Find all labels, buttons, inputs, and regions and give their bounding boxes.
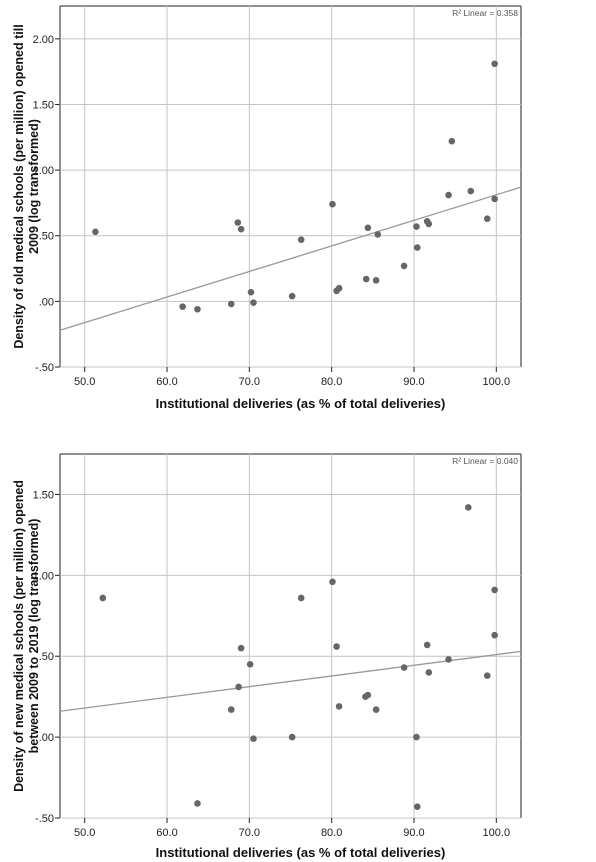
data-point xyxy=(99,594,107,602)
data-point xyxy=(247,288,255,296)
data-point xyxy=(227,300,235,308)
data-point xyxy=(227,706,235,713)
x-tick-label: 70.0 xyxy=(239,376,260,388)
y-tick-label: .00 xyxy=(39,296,54,308)
data-point xyxy=(250,735,257,743)
r-squared-label: R² Linear = 0.358 xyxy=(452,8,518,18)
data-point xyxy=(364,691,372,699)
y-tick-label: 1.00 xyxy=(33,570,54,582)
y-tick-labels: -.50 .00 .50 1.00 1.50 xyxy=(33,489,60,825)
x-tick-labels: 50.0 60.0 70.0 80.0 90.0 100.0 xyxy=(74,367,510,388)
fit-line xyxy=(59,186,522,331)
x-axis-label: Institutional deliveries (as % of total … xyxy=(156,396,446,411)
data-point xyxy=(400,664,408,671)
y-gridlines xyxy=(60,38,521,368)
data-point xyxy=(335,284,343,292)
data-point xyxy=(465,504,472,511)
x-tick-label: 90.0 xyxy=(403,376,424,388)
y-tick-label: 1.00 xyxy=(33,165,54,177)
data-point xyxy=(329,200,336,208)
data-point xyxy=(483,215,491,222)
data-point xyxy=(246,661,254,668)
data-point xyxy=(335,703,343,710)
data-point xyxy=(374,231,382,238)
y-tick-label: -.50 xyxy=(35,362,54,374)
y-tick-label: 1.50 xyxy=(33,99,54,111)
x-tick-label: 100.0 xyxy=(483,827,511,839)
data-point xyxy=(179,303,186,310)
data-point xyxy=(297,236,305,243)
data-point xyxy=(250,299,257,306)
y-axis-label-line-2: 2009 (log transformed) xyxy=(27,119,41,254)
x-gridlines xyxy=(84,6,497,367)
data-point xyxy=(491,586,498,594)
data-point xyxy=(491,631,498,639)
x-tick-label: 60.0 xyxy=(156,827,177,839)
x-tick-labels: 50.0 60.0 70.0 80.0 90.0 100.0 xyxy=(74,818,510,839)
x-gridlines xyxy=(84,454,497,818)
x-axis-label: Institutional deliveries (as % of total … xyxy=(156,845,446,860)
x-tick-label: 90.0 xyxy=(403,827,424,839)
y-tick-label: 2.00 xyxy=(33,34,54,46)
y-axis-label-line-1: Density of new medical schools (per mill… xyxy=(12,480,26,792)
x-tick-label: 80.0 xyxy=(321,376,342,388)
x-tick-label: 100.0 xyxy=(483,376,511,388)
data-point xyxy=(448,137,456,145)
y-gridlines xyxy=(60,493,521,819)
data-point xyxy=(413,223,420,230)
data-point xyxy=(423,641,431,649)
scatter-chart-new-schools: 50.0 60.0 70.0 80.0 90.0 100.0 -.50 .00 .50 1.00… xyxy=(12,453,522,860)
data-point xyxy=(413,244,421,251)
x-tick-label: 60.0 xyxy=(156,376,177,388)
data-point xyxy=(467,187,475,195)
data-point xyxy=(413,803,421,810)
x-tick-label: 70.0 xyxy=(239,827,260,839)
data-point xyxy=(288,292,296,300)
data-point xyxy=(297,594,305,602)
x-tick-label: 80.0 xyxy=(321,827,342,839)
r-squared-label: R² Linear = 0.040 xyxy=(452,456,518,466)
y-tick-label: -.50 xyxy=(35,813,54,825)
y-tick-label: .00 xyxy=(39,732,54,744)
data-point xyxy=(364,224,372,232)
data-point xyxy=(92,228,99,236)
y-tick-labels: -.50 .00 .50 1.00 1.50 2.00 xyxy=(33,34,60,374)
data-point xyxy=(425,669,433,676)
data-point xyxy=(413,733,420,741)
data-point xyxy=(237,644,245,652)
data-point xyxy=(194,305,201,313)
data-point xyxy=(234,219,242,226)
data-point xyxy=(445,656,452,663)
data-point xyxy=(372,277,380,284)
data-point xyxy=(483,672,491,679)
data-point xyxy=(491,195,498,203)
data-point xyxy=(329,578,336,586)
x-tick-label: 50.0 xyxy=(74,827,95,839)
data-point xyxy=(445,191,452,199)
data-point xyxy=(333,643,340,650)
data-point xyxy=(235,683,242,691)
data-points xyxy=(99,504,498,810)
y-axis-label-line-2: between 2009 to 2019 (log transformed) xyxy=(27,519,41,754)
data-point xyxy=(237,225,245,233)
data-point xyxy=(288,733,296,741)
fit-line xyxy=(59,650,522,712)
data-points xyxy=(92,60,498,313)
y-axis-label-line-1: Density of old medical schools (per mill… xyxy=(12,24,26,348)
y-tick-label: .50 xyxy=(39,651,54,663)
y-tick-label: .50 xyxy=(39,231,54,243)
data-point xyxy=(194,800,201,807)
scatter-chart-old-schools: 50.0 60.0 70.0 80.0 90.0 100.0 -.50 .00 .50 1.00… xyxy=(12,5,522,411)
data-point xyxy=(425,220,433,228)
x-tick-label: 50.0 xyxy=(74,376,95,388)
y-tick-label: 1.50 xyxy=(33,489,54,501)
data-point xyxy=(362,275,370,283)
data-point xyxy=(400,262,408,270)
data-point xyxy=(372,706,380,713)
data-point xyxy=(491,60,498,68)
